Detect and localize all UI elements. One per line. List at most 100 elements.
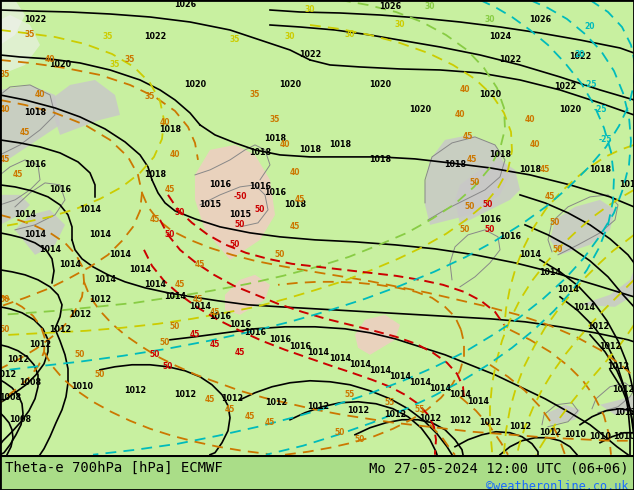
Text: 1018: 1018 <box>284 200 306 209</box>
Text: 1018: 1018 <box>299 146 321 154</box>
Text: 50: 50 <box>553 245 563 254</box>
Text: 1020: 1020 <box>279 80 301 90</box>
Text: 50: 50 <box>485 225 495 234</box>
Text: 40: 40 <box>280 141 290 149</box>
Text: -25: -25 <box>593 105 607 115</box>
Text: 1018: 1018 <box>249 148 271 157</box>
Text: 1022: 1022 <box>299 50 321 59</box>
Text: 1022: 1022 <box>554 82 576 92</box>
Text: 35: 35 <box>25 30 36 40</box>
Text: 40: 40 <box>455 110 465 120</box>
Text: 1015: 1015 <box>199 200 221 209</box>
Text: 45: 45 <box>235 348 245 357</box>
Text: 45: 45 <box>245 412 256 421</box>
Text: 1014: 1014 <box>539 269 561 277</box>
Text: 45: 45 <box>290 222 300 231</box>
Text: 1018: 1018 <box>159 125 181 134</box>
Text: 1012: 1012 <box>307 402 329 411</box>
Text: 1018: 1018 <box>519 166 541 174</box>
Text: 1014: 1014 <box>144 280 166 289</box>
Text: 1018: 1018 <box>24 108 46 118</box>
Text: 50: 50 <box>175 208 185 218</box>
Text: 50: 50 <box>160 338 170 347</box>
Text: 1016: 1016 <box>209 312 231 321</box>
Text: 45: 45 <box>150 216 160 224</box>
Text: 1016: 1016 <box>209 180 231 190</box>
Text: 1008: 1008 <box>19 378 41 387</box>
Text: 45: 45 <box>0 155 10 165</box>
Text: 50: 50 <box>235 220 245 229</box>
Text: 1012: 1012 <box>599 343 621 351</box>
Text: 1020: 1020 <box>409 105 431 115</box>
Polygon shape <box>0 85 60 165</box>
Text: 1018: 1018 <box>264 134 286 144</box>
Text: 1018: 1018 <box>329 141 351 149</box>
Text: 1014: 1014 <box>467 397 489 406</box>
Text: 30: 30 <box>305 5 315 15</box>
Text: 1020: 1020 <box>479 91 501 99</box>
Text: 50: 50 <box>0 325 10 334</box>
Text: 45: 45 <box>540 166 550 174</box>
Text: 40: 40 <box>45 55 55 65</box>
Text: -25: -25 <box>598 135 612 145</box>
Text: 40: 40 <box>525 116 535 124</box>
Text: 1014: 1014 <box>557 285 579 294</box>
Text: 1014: 1014 <box>369 366 391 375</box>
Text: 1018: 1018 <box>444 160 466 170</box>
Text: 1018: 1018 <box>144 171 166 179</box>
Text: 50: 50 <box>170 322 180 331</box>
Text: 50: 50 <box>460 225 470 234</box>
Text: 1014: 1014 <box>164 293 186 301</box>
Text: 1020: 1020 <box>49 60 71 70</box>
Text: 50: 50 <box>0 295 10 304</box>
Text: 45: 45 <box>210 308 220 318</box>
Text: 1016: 1016 <box>289 343 311 351</box>
Text: 1012: 1012 <box>265 398 287 407</box>
Text: 50: 50 <box>355 435 365 444</box>
Polygon shape <box>600 395 634 415</box>
Polygon shape <box>0 0 25 45</box>
Text: 40: 40 <box>0 105 10 115</box>
Text: 1020: 1020 <box>369 80 391 90</box>
Text: 1022: 1022 <box>144 32 166 42</box>
Text: 45: 45 <box>295 196 305 204</box>
Text: 1008: 1008 <box>9 415 31 424</box>
Text: 1016: 1016 <box>49 185 71 195</box>
Text: 45: 45 <box>190 330 200 339</box>
Text: 50: 50 <box>465 202 476 211</box>
Text: 35: 35 <box>250 91 260 99</box>
Text: 1012: 1012 <box>0 370 16 379</box>
Text: 35: 35 <box>145 93 155 101</box>
Text: 1014: 1014 <box>24 230 46 239</box>
Polygon shape <box>455 160 520 225</box>
Text: 1014: 1014 <box>89 230 111 239</box>
Polygon shape <box>580 270 634 307</box>
Text: 1010: 1010 <box>589 432 611 441</box>
Text: 50: 50 <box>335 428 345 437</box>
Text: 45: 45 <box>545 193 555 201</box>
Text: 40: 40 <box>170 150 180 159</box>
Text: 45: 45 <box>225 405 235 414</box>
Text: 35: 35 <box>0 71 10 79</box>
Text: 1012: 1012 <box>124 386 146 395</box>
Text: 45: 45 <box>13 171 23 179</box>
Text: 1016: 1016 <box>269 335 291 344</box>
Text: 1014: 1014 <box>79 205 101 214</box>
Text: 35: 35 <box>103 32 113 42</box>
Text: 50: 50 <box>165 230 175 239</box>
Text: 1012: 1012 <box>347 406 369 415</box>
Text: 1020: 1020 <box>559 105 581 115</box>
Text: 30: 30 <box>425 2 436 11</box>
Text: 1014: 1014 <box>14 210 36 220</box>
Text: 45: 45 <box>467 155 477 165</box>
Text: 1012: 1012 <box>49 325 71 334</box>
Text: 1022: 1022 <box>499 55 521 65</box>
Polygon shape <box>15 210 65 255</box>
Text: 1018: 1018 <box>619 180 634 190</box>
Text: 1012: 1012 <box>384 410 406 419</box>
Text: Theta-e 700hPa [hPa] ECMWF: Theta-e 700hPa [hPa] ECMWF <box>5 461 223 475</box>
Text: 45: 45 <box>20 128 30 137</box>
Text: 1014: 1014 <box>59 260 81 270</box>
Text: 1014: 1014 <box>389 372 411 381</box>
Text: 1016: 1016 <box>479 216 501 224</box>
